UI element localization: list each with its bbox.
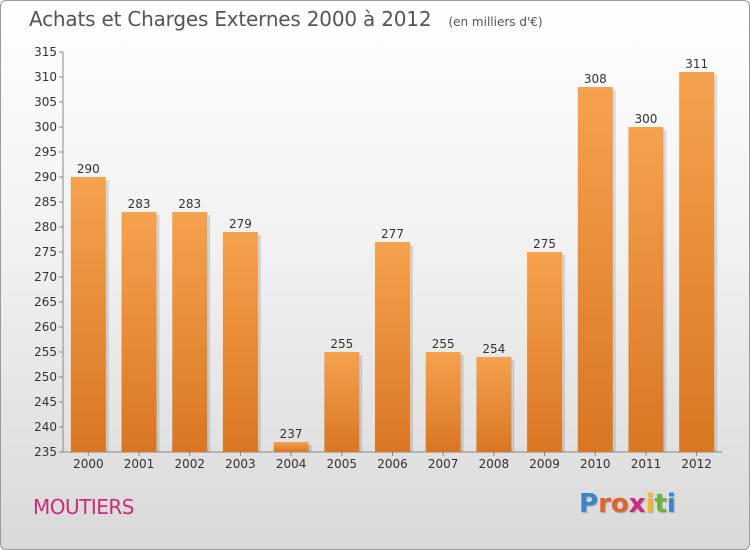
x-tick-label: 2009 [529,457,560,471]
x-tick-label: 2000 [73,457,104,471]
logo-letter: i [645,489,655,519]
x-tick-label: 2010 [580,457,611,471]
bar-value-label: 237 [280,427,303,441]
bar-value-label: 277 [381,227,404,241]
logo-letter: i [666,489,676,519]
y-tick-label: 275 [34,245,57,259]
bar-value-label: 308 [584,72,607,86]
bar-value-label: 283 [128,197,151,211]
commune-name: MOUTIERS [33,495,134,519]
y-tick-label: 245 [34,395,57,409]
bar [476,357,512,452]
bar [70,177,106,452]
y-tick-label: 300 [34,120,57,134]
y-tick-label: 290 [34,170,57,184]
bar [222,232,258,452]
bar-value-label: 290 [77,162,100,176]
x-tick-label: 2011 [631,457,662,471]
bar [425,352,461,452]
y-tick-label: 260 [34,320,57,334]
bar [628,127,664,452]
bar-value-label: 283 [178,197,201,211]
y-tick-label: 240 [34,420,57,434]
y-tick-label: 280 [34,220,57,234]
x-tick-label: 2002 [174,457,205,471]
bar [375,242,410,452]
logo-letter: x [628,489,646,519]
logo-letter: r [598,489,611,519]
logo-letter: t [654,489,667,519]
x-tick-label: 2012 [681,457,712,471]
bar [527,252,563,452]
y-tick-label: 255 [34,345,57,359]
chart-title: Achats et Charges Externes 2000 à 2012 [29,7,432,31]
x-tick-label: 2005 [327,457,358,471]
bar [172,212,208,452]
bar-value-label: 311 [685,57,708,71]
y-tick-label: 305 [34,95,57,109]
chart-subtitle: (en milliers d'€) [448,15,543,29]
bar-value-label: 279 [229,217,252,231]
proxiti-logo: Proxiti [579,489,676,519]
y-tick-label: 235 [34,445,57,459]
bar-value-label: 275 [533,237,556,251]
bar-value-label: 255 [432,337,455,351]
bar [577,87,613,452]
bar-value-label: 254 [482,342,505,356]
x-tick-label: 2006 [377,457,408,471]
bar-value-label: 300 [635,112,658,126]
y-tick-label: 310 [34,70,57,84]
logo-letter: o [610,489,629,519]
x-tick-label: 2008 [479,457,510,471]
x-tick-label: 2003 [225,457,256,471]
bar [121,212,157,452]
bar [273,442,309,452]
bar [324,352,360,452]
x-tick-label: 2001 [124,457,155,471]
y-tick-label: 265 [34,295,57,309]
x-tick-label: 2007 [428,457,459,471]
bar [679,72,715,452]
y-tick-label: 250 [34,370,57,384]
chart-title-line: Achats et Charges Externes 2000 à 2012 (… [29,7,543,31]
logo-letter: P [579,489,599,519]
bar-value-label: 255 [330,337,353,351]
y-tick-label: 270 [34,270,57,284]
y-tick-label: 285 [34,195,57,209]
x-tick-label: 2004 [276,457,307,471]
y-tick-label: 315 [34,45,57,59]
y-tick-label: 295 [34,145,57,159]
